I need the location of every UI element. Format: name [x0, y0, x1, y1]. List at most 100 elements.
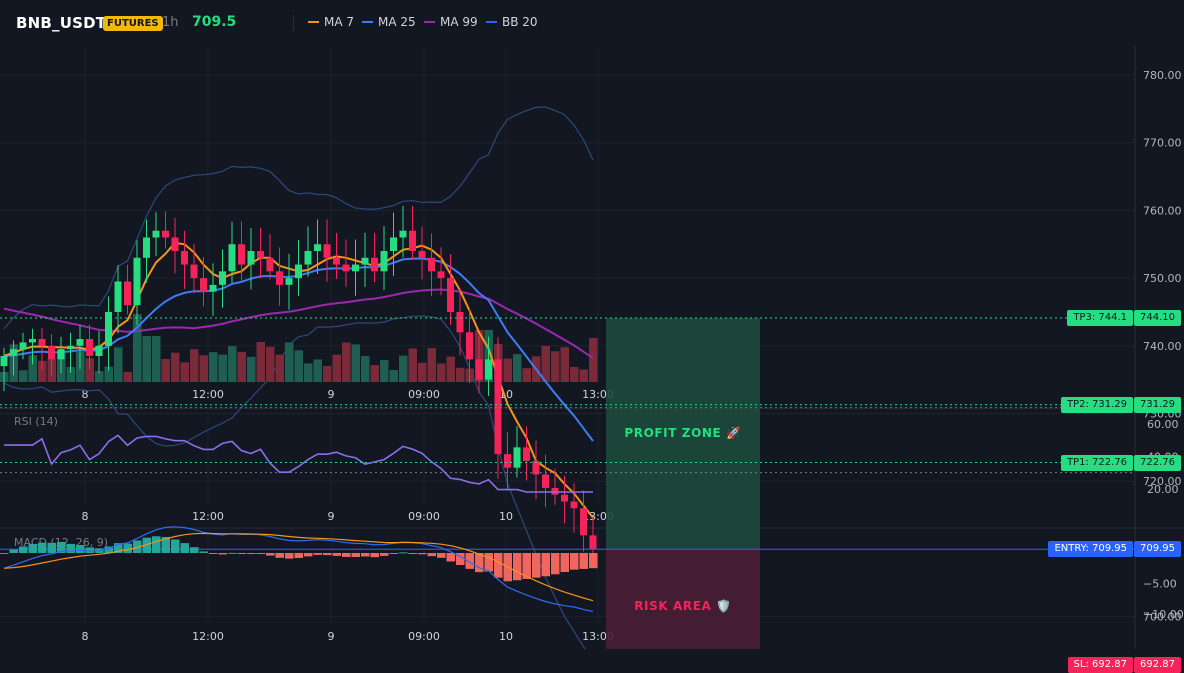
- volume-bar: [551, 351, 560, 382]
- volume-bar: [38, 360, 47, 382]
- volume-bar: [28, 355, 37, 382]
- macd-line: [3, 526, 594, 613]
- volume-bar: [104, 366, 113, 382]
- macd-histogram-bar: [142, 537, 151, 553]
- candle-body: [105, 311, 112, 346]
- macd-histogram-bar: [294, 553, 303, 558]
- volume-bar: [589, 338, 598, 382]
- candle-body: [304, 251, 312, 265]
- candle-body: [485, 359, 492, 380]
- macd-histogram-bar: [313, 553, 322, 555]
- tp2-axis-tag: 731.29: [1134, 396, 1181, 413]
- macd-histogram-bar: [484, 553, 493, 572]
- time-tick-label: 12:00: [192, 388, 224, 401]
- tp3-level-tag: TP3: 744.1: [1067, 310, 1133, 327]
- candle-body: [247, 251, 255, 265]
- futures-badge: FUTURES: [103, 16, 163, 31]
- tp1-axis-tag: 722.76: [1134, 454, 1181, 471]
- volume-bar: [180, 362, 189, 382]
- macd-histogram-bar: [9, 549, 18, 553]
- volume-bar: [503, 358, 512, 382]
- macd-histogram-bar: [247, 553, 256, 554]
- macd-histogram-bar: [256, 553, 265, 554]
- time-tick-label: 09:00: [408, 510, 440, 523]
- time-tick-label: 8: [82, 388, 89, 401]
- macd-histogram-bar: [323, 553, 332, 556]
- candle-body: [513, 447, 521, 468]
- volume-bar: [408, 348, 417, 382]
- ma99-line: [3, 288, 594, 359]
- volume-bar: [342, 342, 351, 382]
- macd-histogram-bar: [199, 551, 208, 553]
- symbol-title[interactable]: BNB_USDT: [16, 14, 107, 32]
- macd-histogram-bar: [475, 553, 484, 573]
- volume-bar: [66, 367, 75, 382]
- candle-body: [371, 257, 378, 272]
- candle-body: [532, 460, 540, 475]
- macd-histogram-bar: [28, 543, 37, 553]
- macd-histogram-bar: [522, 553, 531, 580]
- volume-bar: [123, 371, 132, 382]
- candle-body: [570, 501, 578, 509]
- legend-ma25-label: MA 25: [378, 15, 416, 29]
- candle-body: [57, 349, 65, 360]
- candle-body: [10, 349, 17, 356]
- legend-bb20[interactable]: BB 20: [486, 15, 538, 29]
- time-tick-label: 13:00: [582, 388, 614, 401]
- ma7-swatch-icon: [308, 21, 319, 23]
- macd-histogram-bar: [228, 552, 237, 554]
- legend-ma99[interactable]: MA 99: [424, 15, 478, 29]
- volume-bar: [399, 355, 408, 382]
- macd-histogram-bar: [570, 553, 579, 570]
- volume-bar: [570, 366, 579, 382]
- macd-histogram-bar: [57, 541, 66, 553]
- volume-bar: [190, 349, 199, 382]
- legend-ma7[interactable]: MA 7: [308, 15, 354, 29]
- interval-selector[interactable]: 1h: [162, 15, 179, 30]
- candle-body: [466, 332, 473, 360]
- time-tick-label: 9: [328, 388, 335, 401]
- macd-histogram-bar: [532, 553, 541, 578]
- macd-histogram-bar: [418, 553, 427, 555]
- volume-bar: [266, 346, 275, 382]
- risk-zone: [606, 549, 760, 649]
- price-tick-label: 750.00: [1143, 272, 1182, 285]
- volume-bar: [285, 342, 294, 382]
- candle-body: [418, 251, 426, 258]
- risk-zone-label: RISK AREA 🛡️: [634, 599, 732, 613]
- time-tick-label: 13:00: [582, 630, 614, 643]
- volume-bar: [161, 358, 170, 382]
- candle-body: [390, 237, 397, 252]
- macd-histogram-bar: [180, 543, 189, 553]
- candle-body: [380, 251, 388, 272]
- price-tick-label: 780.00: [1143, 69, 1182, 82]
- candle-body: [48, 345, 55, 360]
- volume-bar: [237, 351, 246, 382]
- candle-body: [285, 278, 293, 285]
- macd-histogram-bar: [361, 553, 370, 557]
- macd-histogram-bar: [351, 553, 360, 557]
- legend-ma25[interactable]: MA 25: [362, 15, 416, 29]
- macd-histogram-bar: [171, 539, 180, 553]
- candle-body: [86, 339, 93, 356]
- candle-body: [494, 359, 502, 455]
- candle-body: [428, 257, 435, 272]
- candle-body: [333, 257, 340, 265]
- price-tick-label: 760.00: [1143, 204, 1182, 217]
- macd-histogram-bar: [209, 553, 218, 554]
- chart-header: BNB_USDT FUTURES 1h 709.5 MA 7 MA 25 MA …: [0, 0, 1184, 46]
- macd-histogram-bar: [551, 553, 560, 575]
- trading-chart[interactable]: 780.00770.00760.00750.00740.00730.00720.…: [0, 0, 1184, 649]
- macd-histogram-bar: [237, 553, 246, 554]
- candle-body: [76, 339, 84, 346]
- candle-body: [181, 251, 188, 265]
- candle-body: [523, 447, 530, 461]
- candle-body: [352, 264, 359, 272]
- volume-bar: [446, 356, 455, 382]
- volume-bar: [228, 346, 237, 382]
- candle-body: [437, 271, 445, 279]
- legend-bb20-label: BB 20: [502, 15, 538, 29]
- macd-histogram-bar: [266, 553, 275, 556]
- volume-bar: [389, 370, 398, 382]
- time-tick-label: 10: [499, 630, 513, 643]
